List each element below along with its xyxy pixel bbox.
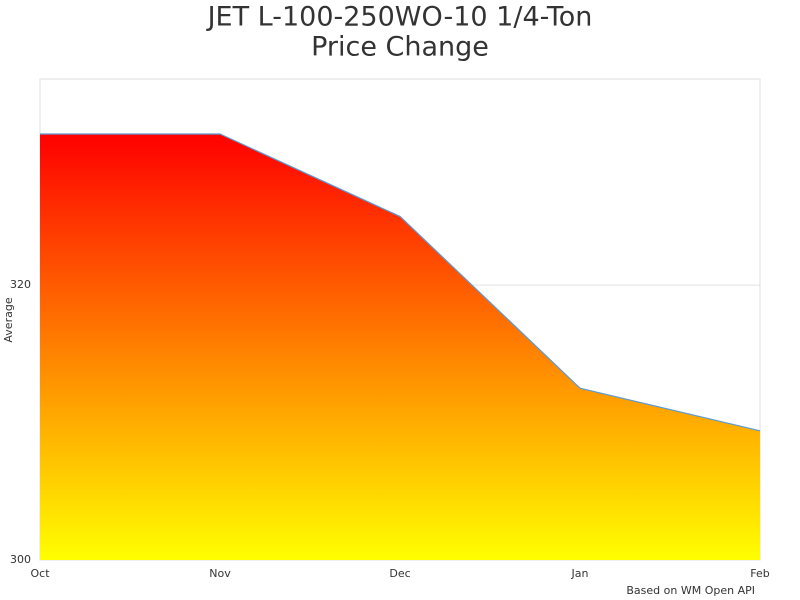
x-tick-label: Nov — [209, 567, 231, 580]
x-tick-label: Oct — [30, 567, 50, 580]
chart-title: Price Change — [311, 32, 489, 63]
credit: Based on WM Open API — [626, 584, 755, 597]
x-tick-label: Feb — [750, 567, 769, 580]
y-tick-label: 300 — [10, 553, 31, 566]
x-tick-label: Jan — [571, 567, 589, 580]
x-tick-label: Dec — [389, 567, 410, 580]
y-tick-label: 320 — [10, 278, 31, 291]
line — [40, 133, 761, 432]
area — [40, 133, 760, 560]
chart-title: JET L-100-250WO-10 1/4-Ton — [206, 2, 593, 33]
y-axis-label: Average — [2, 297, 15, 342]
